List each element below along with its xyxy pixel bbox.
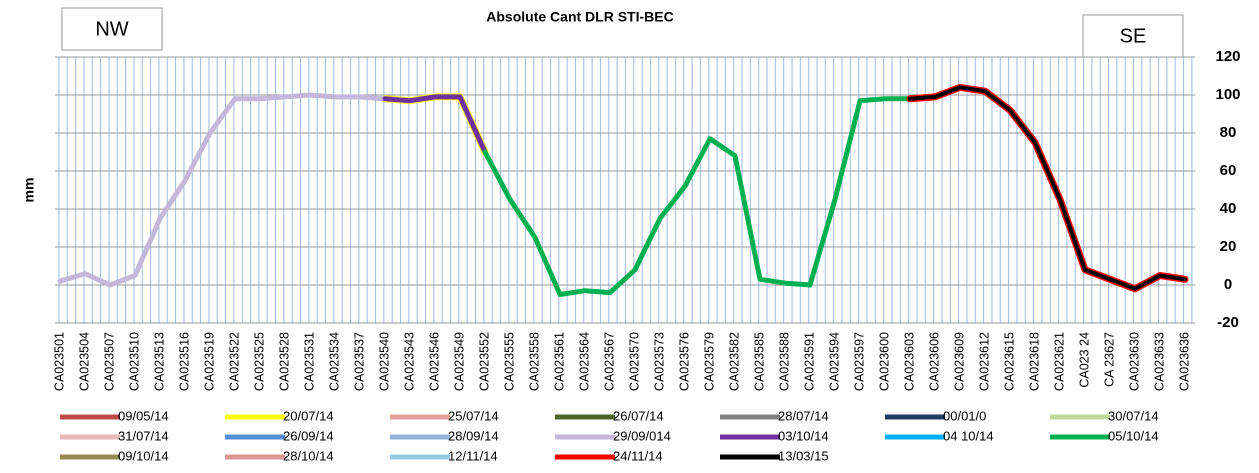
legend-label: 31/07/14: [118, 428, 169, 443]
x-tick-label: CA023516: [177, 332, 191, 391]
x-tick-label: CA023597: [852, 332, 866, 391]
series-line: [382, 94, 488, 155]
y-tick-label: 120: [1215, 48, 1240, 65]
legend-label: 29/09/014: [613, 428, 671, 443]
x-tick-label: CA023594: [827, 332, 841, 391]
x-tick-label: CA023579: [702, 332, 716, 391]
legend-label: 13/03/15: [778, 448, 829, 463]
x-tick-label: CA023504: [77, 332, 91, 391]
y-axis-label: mm: [21, 178, 37, 203]
x-tick-label: CA023531: [302, 332, 316, 391]
y-tick-label: 60: [1220, 162, 1237, 179]
x-tick-label: CA023534: [327, 332, 341, 391]
legend-label: 26/09/14: [283, 428, 334, 443]
annotation: SE: [1120, 25, 1147, 47]
legend-label: 26/07/14: [613, 408, 664, 423]
legend-label: 04 10/14: [943, 428, 994, 443]
legend-label: 30/07/14: [1108, 408, 1159, 423]
x-tick-label: CA023588: [777, 332, 791, 391]
x-tick-label: CA023507: [102, 332, 116, 391]
x-tick-label: CA023573: [652, 332, 666, 391]
legend-label: 25/07/14: [448, 408, 499, 423]
x-tick-label: CA023609: [952, 332, 966, 391]
x-tick-label: CA023612: [977, 332, 991, 391]
x-tick-label: CA023525: [252, 332, 266, 391]
x-tick-label: CA023585: [752, 332, 766, 391]
y-tick-label: 0: [1224, 276, 1232, 293]
x-tick-label: CA023543: [402, 332, 416, 391]
x-tick-label: CA023501: [52, 332, 66, 391]
legend-label: 28/07/14: [778, 408, 829, 423]
x-tick-label: CA023582: [727, 332, 741, 391]
x-tick-label: CA023636: [1177, 332, 1191, 391]
corner-box: [61, 7, 163, 51]
y-tick-label: 40: [1220, 200, 1237, 217]
legend-label: 09/10/14: [118, 448, 169, 463]
legend-label: 05/10/14: [1108, 428, 1159, 443]
legend-label: 28/10/14: [283, 448, 334, 463]
y-tick-label: 80: [1220, 124, 1237, 141]
x-tick-label: CA023576: [677, 332, 691, 391]
x-tick-label: CA 23627: [1102, 332, 1116, 387]
x-tick-label: CA023555: [502, 332, 516, 391]
x-tick-label: CA023549: [452, 332, 466, 391]
x-tick-label: CA023615: [1002, 332, 1016, 391]
x-tick-label: CA023 24: [1077, 332, 1091, 388]
legend-label: 28/09/14: [448, 428, 499, 443]
x-tick-label: CA023606: [927, 332, 941, 391]
x-tick-label: CA023633: [1152, 332, 1166, 391]
corner-box: [1082, 14, 1184, 58]
legend-label: 00/01/0: [943, 408, 986, 423]
x-tick-label: CA023561: [552, 332, 566, 391]
x-tick-label: CA023540: [377, 332, 391, 391]
series-line: [57, 92, 388, 288]
plot-area: [55, 57, 1195, 323]
x-tick-label: CA023552: [477, 332, 491, 391]
x-tick-label: CA023570: [627, 332, 641, 391]
x-tick-label: CA023558: [527, 332, 541, 391]
annotation: NW: [95, 18, 128, 40]
series-line: [482, 96, 913, 297]
x-tick-label: CA023522: [227, 332, 241, 391]
x-tick-label: CA023621: [1052, 332, 1066, 391]
legend-label: 24/11/14: [613, 448, 663, 463]
legend-label: 09/05/14: [118, 408, 169, 423]
y-tick-label: 20: [1220, 238, 1237, 255]
legend-label: 12/11/14: [448, 448, 498, 463]
y-tick-label: -20: [1217, 314, 1239, 331]
chart-title: Absolute Cant DLR STI-BEC: [486, 9, 673, 25]
legend-label: 20/07/14: [283, 408, 334, 423]
x-tick-label: CA023564: [577, 332, 591, 391]
x-tick-label: CA023591: [802, 332, 816, 391]
x-tick-label: CA023567: [602, 332, 616, 391]
x-tick-label: CA023519: [202, 332, 216, 391]
x-tick-label: CA023630: [1127, 332, 1141, 391]
x-tick-label: CA023513: [152, 332, 166, 391]
x-tick-label: CA023537: [352, 332, 366, 391]
y-tick-label: 100: [1215, 86, 1240, 103]
x-tick-label: CA023600: [877, 332, 891, 391]
x-tick-label: CA023510: [127, 332, 141, 391]
series-line: [908, 85, 1187, 291]
x-tick-label: CA023546: [427, 332, 441, 391]
x-tick-label: CA023618: [1027, 332, 1041, 391]
legend-label: 03/10/14: [778, 428, 829, 443]
x-tick-label: CA023603: [902, 332, 916, 391]
x-tick-label: CA023528: [277, 332, 291, 391]
